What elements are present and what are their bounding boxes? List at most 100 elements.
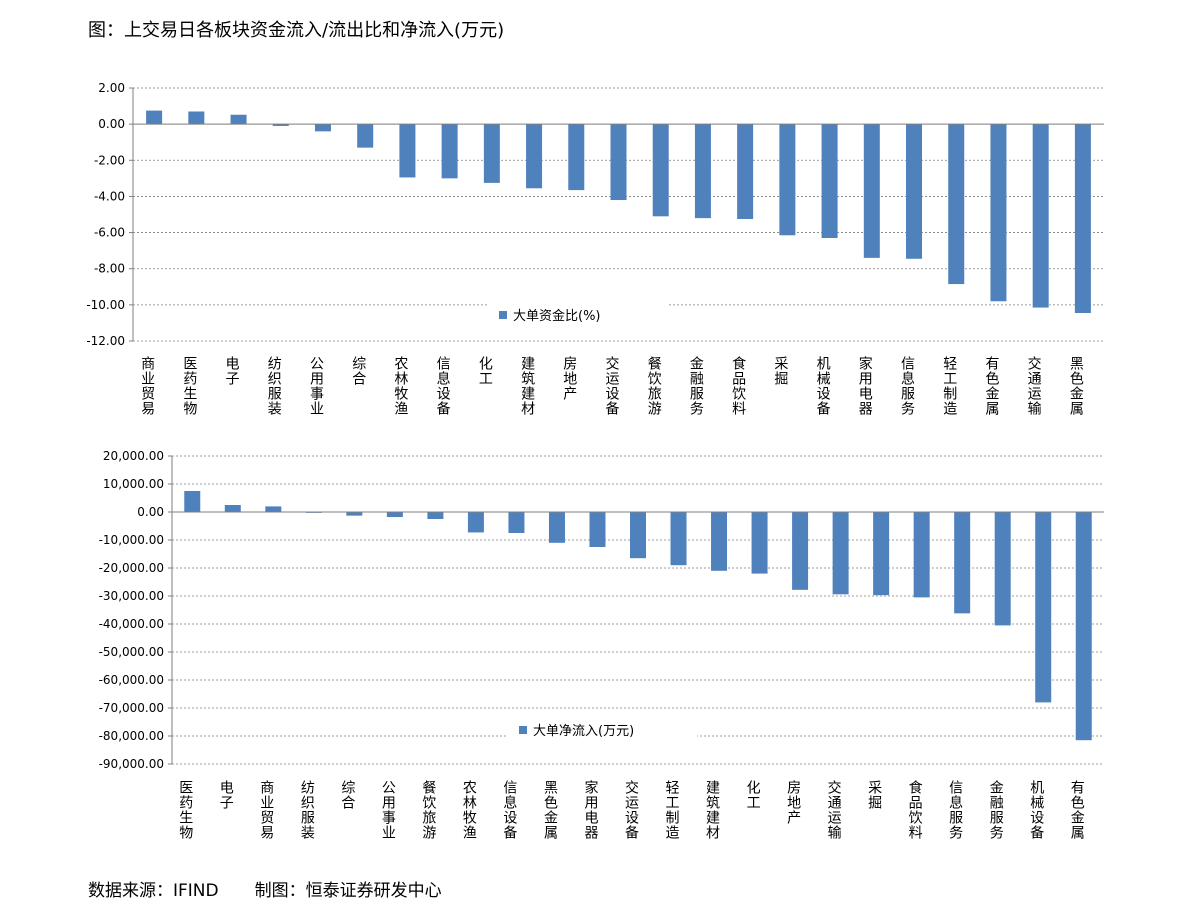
- bar-建筑建材: [526, 124, 543, 189]
- category-label: 综合: [339, 780, 355, 810]
- bar-综合: [346, 512, 363, 516]
- bar-轻工制造: [670, 512, 687, 566]
- category-label: 电子: [224, 356, 240, 386]
- category-label: 采掘: [772, 356, 788, 386]
- bar-化工: [483, 124, 500, 183]
- y-tick-label: -12.00: [86, 334, 125, 348]
- category-label: 医药生物: [177, 780, 193, 840]
- y-tick-label: -60,000.00: [99, 673, 164, 687]
- legend-label: 大单资金比(%): [513, 308, 601, 324]
- bar-商业贸易: [265, 506, 282, 512]
- category-label: 家用电器: [582, 779, 598, 840]
- bar-金融服务: [694, 124, 711, 219]
- bar-电子: [224, 505, 241, 512]
- legend-swatch: [499, 311, 507, 319]
- category-label: 商业贸易: [139, 356, 155, 416]
- chart-large-order-net-inflow: 20,000.00 10,000.00 0.00 -10,000.00 -20,000.…: [99, 449, 1104, 840]
- category-label: 餐饮旅游: [420, 780, 436, 840]
- bar-交运设备: [610, 124, 627, 201]
- bar-公用事业: [314, 124, 331, 132]
- category-label: 农林牧渔: [392, 356, 408, 416]
- bar-交通运输: [1032, 124, 1049, 308]
- category-label: 黑色金属: [542, 780, 558, 840]
- category-label: 轻工制造: [941, 356, 957, 416]
- bar-信息设备: [508, 512, 525, 533]
- bar-信息设备: [441, 124, 458, 179]
- y-tick-label: -2.00: [94, 153, 125, 167]
- bar-食品饮料: [913, 512, 930, 598]
- chart-large-order-ratio: 2.00 0.00 -2.00 -4.00 -6.00 -8.00 -10.00 -12.00…: [86, 81, 1104, 416]
- legend: 大单净流入(万元): [507, 719, 697, 741]
- category-label: 农林牧渔: [461, 780, 477, 840]
- category-label: 信息设备: [501, 780, 517, 840]
- bar-医药生物: [184, 491, 201, 512]
- bar-采掘: [873, 512, 890, 596]
- category-label: 交通运输: [1026, 355, 1042, 416]
- bar-黑色金属: [548, 512, 565, 543]
- y-tick-label: -10,000.00: [99, 533, 164, 547]
- category-label: 综合: [350, 356, 366, 386]
- category-label: 商业贸易: [258, 780, 274, 840]
- bar-房地产: [568, 124, 585, 191]
- category-label: 家用电器: [857, 355, 873, 416]
- y-tick-label: -80,000.00: [99, 729, 164, 743]
- category-label: 黑色金属: [1068, 356, 1084, 416]
- bar-家用电器: [589, 512, 606, 547]
- bar-机械设备: [1035, 512, 1052, 703]
- bar-轻工制造: [948, 124, 965, 285]
- category-label: 房地产: [561, 356, 577, 401]
- bar-有色金属: [990, 124, 1007, 302]
- category-label: 机械设备: [1028, 780, 1044, 840]
- y-tick-label: 0.00: [137, 505, 164, 519]
- bar-餐饮旅游: [427, 512, 444, 519]
- category-label: 化工: [477, 356, 493, 386]
- bar-商业贸易: [146, 110, 163, 125]
- y-tick-label: -50,000.00: [99, 645, 164, 659]
- bar-公用事业: [386, 512, 403, 518]
- category-label: 信息设备: [435, 356, 451, 416]
- y-tick-label: -70,000.00: [99, 701, 164, 715]
- legend: 大单资金比(%): [487, 304, 667, 326]
- category-label: 建筑建材: [704, 780, 720, 840]
- bar-金融服务: [994, 512, 1011, 626]
- source-note: 数据来源：IFIND 制图：恒泰证券研发中心: [88, 876, 442, 901]
- category-label: 金融服务: [988, 780, 1004, 840]
- legend-box: [507, 719, 697, 741]
- bar-有色金属: [1075, 512, 1092, 741]
- category-label: 电子: [218, 780, 234, 810]
- bar-电子: [230, 114, 247, 125]
- bar-食品饮料: [737, 124, 754, 220]
- category-label: 化工: [745, 780, 761, 810]
- bar-农林牧渔: [399, 124, 416, 178]
- y-tick-label: -90,000.00: [99, 757, 164, 771]
- bar-信息服务: [906, 124, 923, 259]
- bar-黑色金属: [1074, 124, 1091, 313]
- bar-建筑建材: [711, 512, 728, 571]
- category-label: 房地产: [785, 780, 801, 825]
- bar-机械设备: [821, 124, 838, 238]
- y-tick-label: -4.00: [94, 189, 125, 203]
- y-tick-label: -30,000.00: [99, 589, 164, 603]
- category-label: 有色金属: [1069, 780, 1085, 840]
- bar-交通运输: [832, 512, 849, 595]
- bar-医药生物: [188, 111, 205, 125]
- bar-农林牧渔: [467, 512, 484, 533]
- category-label: 轻工制造: [664, 780, 680, 840]
- legend-swatch: [519, 726, 527, 734]
- category-label: 金融服务: [688, 356, 704, 416]
- y-tick-label: 0.00: [98, 117, 125, 131]
- category-label: 机械设备: [815, 356, 831, 416]
- category-label: 纺织服装: [266, 356, 282, 416]
- category-label: 公用事业: [380, 780, 396, 840]
- category-label: 交运设备: [623, 779, 639, 840]
- bar-综合: [357, 124, 374, 148]
- legend-label: 大单净流入(万元): [533, 724, 634, 739]
- data-source: 数据来源：IFIND: [88, 881, 219, 901]
- category-label: 采掘: [866, 780, 882, 810]
- y-tick-label: 2.00: [98, 81, 125, 95]
- category-label: 信息服务: [899, 356, 915, 416]
- category-label: 交通运输: [826, 779, 842, 840]
- y-tick-label: 20,000.00: [103, 449, 164, 463]
- bar-家用电器: [863, 124, 880, 258]
- bar-餐饮旅游: [652, 124, 669, 217]
